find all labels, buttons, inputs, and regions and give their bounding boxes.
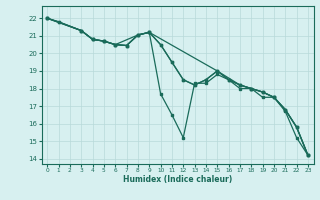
- X-axis label: Humidex (Indice chaleur): Humidex (Indice chaleur): [123, 175, 232, 184]
